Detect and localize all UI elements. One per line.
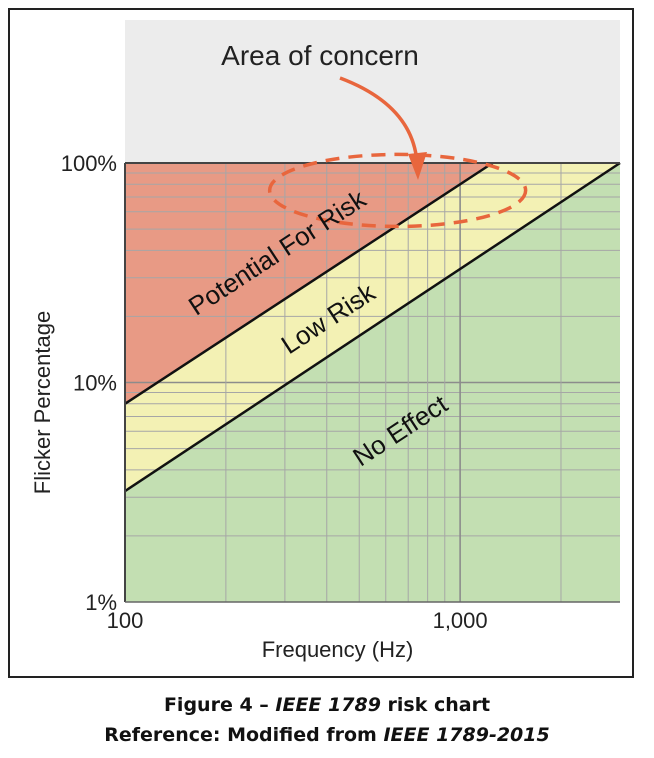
y-tick-label: 1% xyxy=(85,590,117,615)
caption-line1-suffix: risk chart xyxy=(380,694,491,716)
figure-caption: Figure 4 – IEEE 1789 risk chart Referenc… xyxy=(0,690,654,750)
area-of-concern-arrow xyxy=(339,76,419,163)
caption-line1-italic: IEEE 1789 xyxy=(275,694,381,716)
boundary-line-lower xyxy=(124,161,621,493)
x-axis-label: Frequency (Hz) xyxy=(262,637,414,662)
y-tick-label: 10% xyxy=(73,371,117,396)
caption-line-2: Reference: Modified from IEEE 1789-2015 xyxy=(0,720,654,750)
plot-top-background xyxy=(125,20,620,163)
caption-line2-italic: IEEE 1789-2015 xyxy=(383,724,550,746)
y-axis-label: Flicker Percentage xyxy=(30,311,55,494)
y-tick-label: 100% xyxy=(61,151,117,176)
x-tick-label: 1,000 xyxy=(433,608,488,633)
x-tick-label: 100 xyxy=(107,608,144,633)
area-of-concern-arrowhead xyxy=(408,152,427,180)
caption-line-1: Figure 4 – IEEE 1789 risk chart xyxy=(0,690,654,720)
area-of-concern-label: Area of concern xyxy=(221,40,419,71)
caption-line2-prefix: Reference: Modified from xyxy=(104,724,384,746)
risk-chart: Area of concern 100% 10% 1%100 1,000 Freque… xyxy=(30,20,621,662)
caption-line1-prefix: Figure 4 – xyxy=(163,694,276,716)
figure-frame: Area of concern 100% 10% 1% 100 1,000 Freque… xyxy=(8,8,634,678)
area-of-concern-ellipse xyxy=(267,152,528,229)
boundary-line-upper xyxy=(124,161,494,405)
